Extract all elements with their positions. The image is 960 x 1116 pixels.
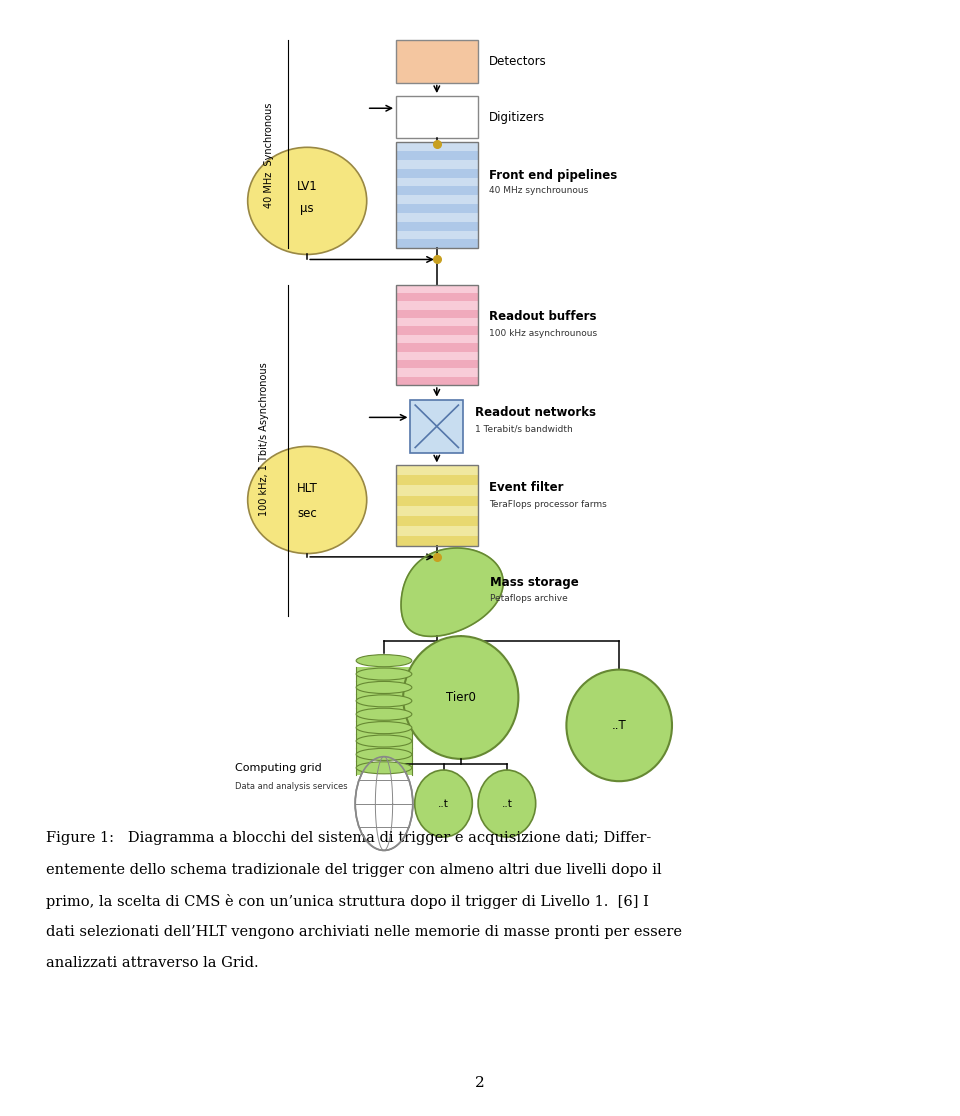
Ellipse shape bbox=[403, 636, 518, 759]
Bar bbox=[396, 485, 478, 496]
Bar bbox=[396, 169, 478, 177]
Ellipse shape bbox=[356, 749, 412, 760]
Bar bbox=[396, 506, 478, 516]
Bar bbox=[396, 160, 478, 169]
Bar bbox=[396, 285, 478, 294]
Text: Computing grid: Computing grid bbox=[235, 763, 322, 772]
Text: 100 kHz asynchrounous: 100 kHz asynchrounous bbox=[489, 329, 597, 338]
Bar bbox=[396, 344, 478, 352]
Text: Readout networks: Readout networks bbox=[474, 406, 596, 420]
Text: primo, la scelta di CMS è con un’unica struttura dopo il trigger di Livello 1.  : primo, la scelta di CMS è con un’unica s… bbox=[46, 894, 649, 908]
Bar bbox=[396, 240, 478, 249]
Bar bbox=[396, 475, 478, 485]
Bar bbox=[396, 335, 478, 344]
Bar bbox=[396, 377, 478, 385]
Bar bbox=[396, 204, 478, 213]
Ellipse shape bbox=[248, 147, 367, 254]
Bar bbox=[356, 694, 412, 708]
Text: analizzati attraverso la Grid.: analizzati attraverso la Grid. bbox=[46, 956, 258, 971]
Bar bbox=[396, 496, 478, 506]
Text: Event filter: Event filter bbox=[489, 481, 564, 494]
Text: HLT: HLT bbox=[297, 482, 318, 496]
Bar bbox=[396, 368, 478, 377]
Text: μs: μs bbox=[300, 202, 314, 215]
Text: Figure 1:   Diagramma a blocchi del sistema di trigger e acquisizione dati; Diff: Figure 1: Diagramma a blocchi del sistem… bbox=[46, 831, 651, 846]
Text: 40 MHz  Synchronous: 40 MHz Synchronous bbox=[264, 103, 274, 208]
Ellipse shape bbox=[248, 446, 367, 554]
Text: ..t: ..t bbox=[438, 799, 449, 808]
Bar bbox=[396, 352, 478, 360]
Bar bbox=[356, 667, 412, 681]
Bar bbox=[396, 360, 478, 368]
Bar bbox=[396, 213, 478, 222]
Bar bbox=[396, 222, 478, 231]
Text: entemente dello schema tradizionale del trigger con almeno altri due livelli dop: entemente dello schema tradizionale del … bbox=[46, 863, 661, 877]
Ellipse shape bbox=[356, 655, 412, 666]
Text: sec: sec bbox=[298, 507, 317, 520]
Ellipse shape bbox=[356, 695, 412, 706]
Ellipse shape bbox=[356, 682, 412, 693]
Bar bbox=[396, 526, 478, 536]
Ellipse shape bbox=[356, 735, 412, 747]
Bar bbox=[396, 195, 478, 204]
Text: ..t: ..t bbox=[501, 799, 513, 808]
Bar bbox=[396, 318, 478, 327]
Text: Digitizers: Digitizers bbox=[489, 110, 545, 124]
Ellipse shape bbox=[566, 670, 672, 781]
Bar bbox=[396, 516, 478, 526]
Text: Front end pipelines: Front end pipelines bbox=[489, 169, 617, 182]
Text: Detectors: Detectors bbox=[489, 55, 547, 68]
FancyBboxPatch shape bbox=[396, 40, 478, 83]
Ellipse shape bbox=[355, 757, 413, 850]
Text: Data and analysis services: Data and analysis services bbox=[235, 782, 348, 791]
Ellipse shape bbox=[356, 668, 412, 680]
Text: Petaflops archive: Petaflops archive bbox=[490, 594, 567, 603]
Text: ..T: ..T bbox=[612, 719, 627, 732]
Bar bbox=[396, 327, 478, 335]
Text: 100 kHz, 1 Tbit/s Asynchronous: 100 kHz, 1 Tbit/s Asynchronous bbox=[259, 363, 269, 516]
Bar bbox=[396, 186, 478, 195]
Text: Readout buffers: Readout buffers bbox=[489, 310, 596, 324]
Bar bbox=[396, 536, 478, 546]
Ellipse shape bbox=[356, 762, 412, 773]
Bar bbox=[396, 465, 478, 475]
Bar bbox=[396, 143, 478, 151]
Bar bbox=[356, 721, 412, 734]
Bar bbox=[356, 761, 412, 775]
Ellipse shape bbox=[478, 770, 536, 837]
Bar bbox=[396, 151, 478, 160]
Ellipse shape bbox=[356, 722, 412, 733]
Ellipse shape bbox=[356, 709, 412, 720]
Text: 1 Terabit/s bandwidth: 1 Terabit/s bandwidth bbox=[474, 424, 572, 433]
Bar bbox=[396, 294, 478, 301]
Ellipse shape bbox=[415, 770, 472, 837]
Bar bbox=[356, 734, 412, 748]
Bar bbox=[396, 177, 478, 186]
FancyBboxPatch shape bbox=[411, 400, 463, 453]
Bar bbox=[356, 708, 412, 721]
Text: LV1: LV1 bbox=[297, 180, 318, 193]
Bar bbox=[396, 301, 478, 310]
Text: 2: 2 bbox=[475, 1076, 485, 1089]
Bar bbox=[356, 748, 412, 761]
Text: dati selezionati dell’HLT vengono archiviati nelle memorie di masse pronti per e: dati selezionati dell’HLT vengono archiv… bbox=[46, 925, 682, 940]
Text: TeraFlops processor farms: TeraFlops processor farms bbox=[489, 500, 607, 509]
FancyBboxPatch shape bbox=[396, 96, 478, 138]
Bar bbox=[356, 681, 412, 694]
Text: Mass storage: Mass storage bbox=[490, 576, 578, 589]
Bar bbox=[396, 231, 478, 240]
Text: Tier0: Tier0 bbox=[445, 691, 476, 704]
Polygon shape bbox=[401, 548, 503, 636]
Bar bbox=[396, 310, 478, 318]
Text: 40 MHz synchrounous: 40 MHz synchrounous bbox=[489, 186, 588, 195]
